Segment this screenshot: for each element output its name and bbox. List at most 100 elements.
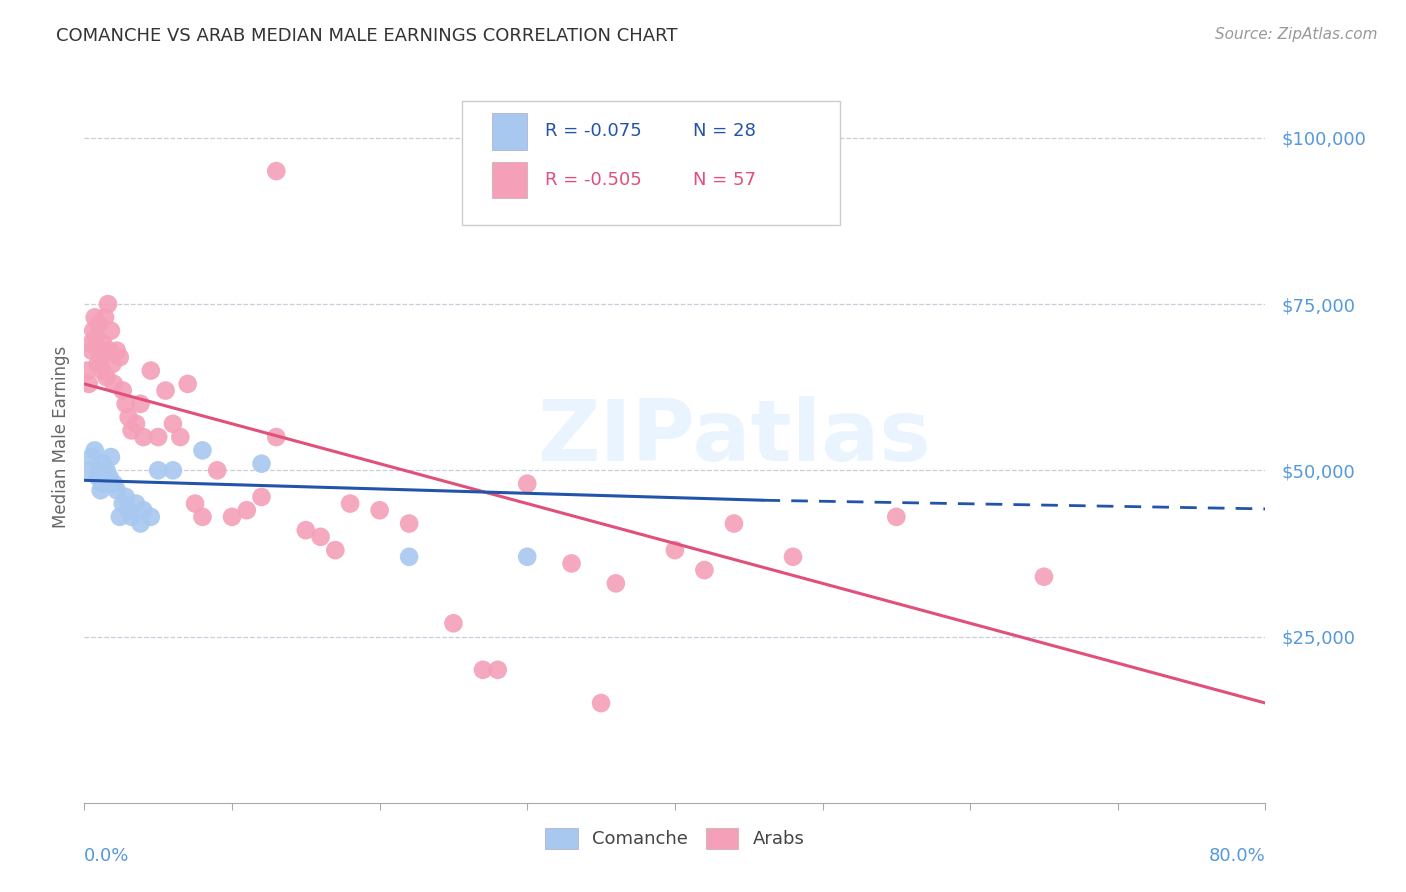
Bar — [492, 113, 527, 150]
Point — [162, 417, 184, 431]
Point — [250, 457, 273, 471]
Point — [486, 663, 509, 677]
Point — [83, 443, 105, 458]
Point — [368, 503, 391, 517]
Point — [96, 463, 118, 477]
Point — [77, 376, 100, 391]
Point — [207, 463, 229, 477]
Point — [561, 557, 583, 571]
Text: 80.0%: 80.0% — [1209, 847, 1265, 864]
Point — [79, 337, 101, 351]
Text: N = 28: N = 28 — [693, 122, 755, 140]
Point — [162, 463, 184, 477]
Point — [782, 549, 804, 564]
Point — [118, 503, 141, 517]
Point — [266, 164, 288, 178]
Point — [108, 509, 131, 524]
Point — [129, 516, 152, 531]
Point — [114, 490, 136, 504]
Point — [177, 376, 200, 391]
Point — [886, 509, 908, 524]
Point — [77, 463, 100, 477]
Point — [155, 384, 177, 398]
Point — [87, 317, 111, 331]
FancyBboxPatch shape — [463, 101, 841, 225]
Point — [103, 376, 125, 391]
Point — [325, 543, 347, 558]
Point — [98, 470, 121, 484]
Point — [108, 351, 131, 365]
Point — [100, 450, 122, 464]
Point — [723, 516, 745, 531]
Point — [86, 470, 108, 484]
Point — [90, 483, 112, 498]
Point — [250, 490, 273, 504]
Point — [139, 363, 162, 377]
Point — [295, 523, 318, 537]
Y-axis label: Median Male Earnings: Median Male Earnings — [52, 346, 70, 528]
Point — [191, 443, 214, 458]
Point — [101, 357, 124, 371]
Point — [83, 310, 105, 325]
Point — [91, 363, 114, 377]
Point — [125, 417, 148, 431]
Point — [169, 430, 191, 444]
Point — [87, 463, 111, 477]
Text: Source: ZipAtlas.com: Source: ZipAtlas.com — [1215, 27, 1378, 42]
Point — [516, 549, 538, 564]
Point — [82, 324, 104, 338]
Point — [1033, 570, 1056, 584]
Point — [605, 576, 627, 591]
Point — [98, 343, 121, 358]
Point — [121, 509, 143, 524]
Point — [398, 549, 420, 564]
Point — [129, 397, 152, 411]
Point — [94, 310, 117, 325]
Text: ZIPatlas: ZIPatlas — [537, 395, 931, 479]
Point — [118, 410, 141, 425]
Point — [693, 563, 716, 577]
Point — [96, 370, 118, 384]
Point — [309, 530, 332, 544]
Bar — [492, 161, 527, 198]
Point — [93, 457, 115, 471]
Point — [80, 450, 103, 464]
Point — [84, 330, 107, 344]
Point — [125, 497, 148, 511]
Point — [105, 343, 128, 358]
Point — [139, 509, 162, 524]
Legend: Comanche, Arabs: Comanche, Arabs — [538, 821, 811, 856]
Point — [472, 663, 495, 677]
Point — [100, 324, 122, 338]
Point — [80, 343, 103, 358]
Point — [91, 476, 114, 491]
Point — [76, 363, 98, 377]
Point — [111, 497, 134, 511]
Text: N = 57: N = 57 — [693, 170, 755, 188]
Point — [591, 696, 613, 710]
Point — [148, 430, 170, 444]
Point — [664, 543, 686, 558]
Point — [86, 357, 108, 371]
Point — [148, 463, 170, 477]
Text: 0.0%: 0.0% — [84, 847, 129, 864]
Point — [121, 424, 143, 438]
Point — [184, 497, 207, 511]
Point — [93, 337, 115, 351]
Point — [443, 616, 465, 631]
Point — [398, 516, 420, 531]
Point — [339, 497, 361, 511]
Point — [90, 351, 112, 365]
Point — [516, 476, 538, 491]
Point — [266, 430, 288, 444]
Point — [236, 503, 259, 517]
Point — [221, 509, 243, 524]
Point — [111, 384, 134, 398]
Point — [105, 483, 128, 498]
Point — [114, 397, 136, 411]
Text: COMANCHE VS ARAB MEDIAN MALE EARNINGS CORRELATION CHART: COMANCHE VS ARAB MEDIAN MALE EARNINGS CO… — [56, 27, 678, 45]
Text: R = -0.505: R = -0.505 — [546, 170, 641, 188]
Point — [103, 476, 125, 491]
Point — [132, 503, 155, 517]
Point — [132, 430, 155, 444]
